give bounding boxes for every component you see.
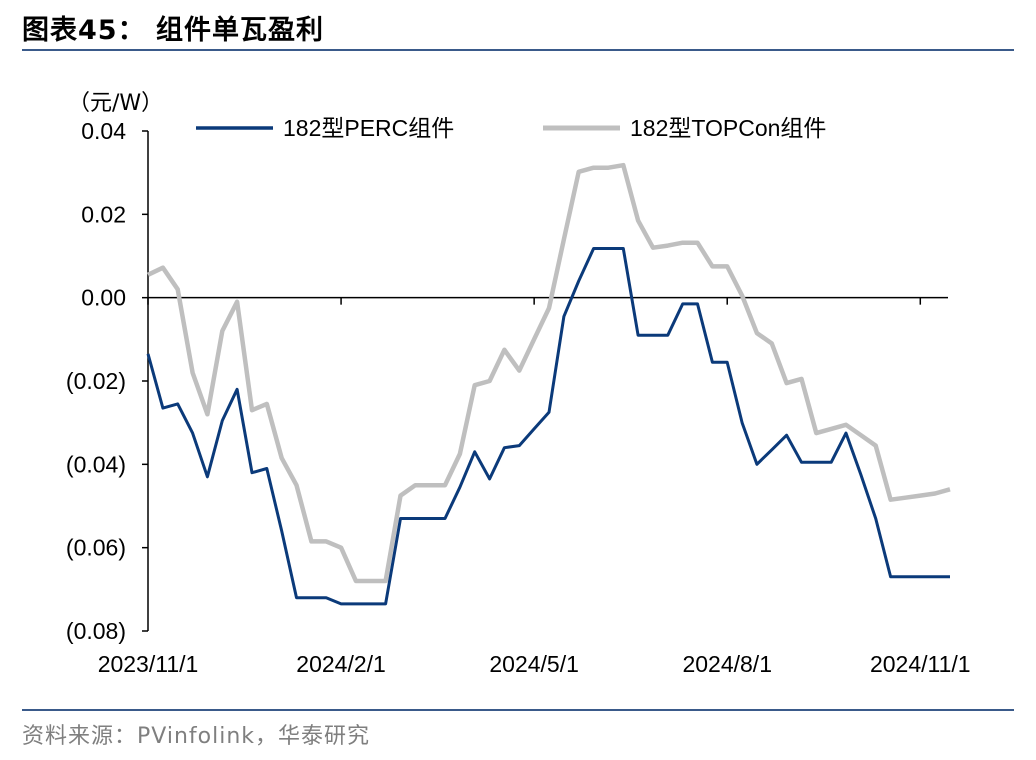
legend-item-topcon: 182型TOPCon组件 [543, 115, 826, 141]
legend-label: 182型PERC组件 [283, 115, 454, 141]
y-tick-label: (0.06) [66, 535, 126, 561]
chart: （元/W）0.04 0.02 0.00 (0.02) (0.04) (0.06) (0.08… [66, 91, 971, 677]
y-tick-label: 0.04 [81, 118, 126, 144]
y-tick-label: (0.08) [66, 618, 126, 644]
source-note: 资料来源：PVinfolink，华泰研究 [22, 724, 371, 749]
source-rule [22, 709, 1014, 711]
x-tick-label: 2024/8/1 [682, 651, 772, 677]
y-tick-label: 0.02 [81, 201, 126, 227]
series-line-topcon [147, 162, 951, 584]
series-line-perc [146, 247, 950, 606]
title-rule [22, 49, 1014, 51]
x-tick-label: 2024/11/1 [870, 651, 971, 677]
y-tick-label: (0.02) [66, 368, 126, 394]
figure-title: 图表45： 组件单瓦盈利 [22, 15, 324, 46]
x-tick-label: 2024/5/1 [489, 651, 579, 677]
y-tick-label: (0.04) [66, 451, 126, 477]
y-unit-label: （元/W） [68, 91, 163, 116]
series-layer [146, 162, 951, 606]
axes: （元/W）0.04 0.02 0.00 (0.02) (0.04) (0.06) (0.08… [66, 91, 971, 677]
legend: 182型PERC组件 182型TOPCon组件 [196, 115, 826, 141]
x-tick-label: 2024/2/1 [296, 651, 386, 677]
legend-label: 182型TOPCon组件 [630, 115, 826, 141]
y-tick-label: 0.00 [81, 285, 126, 311]
x-tick-label: 2023/11/1 [98, 651, 199, 677]
legend-item-perc: 182型PERC组件 [196, 115, 454, 141]
